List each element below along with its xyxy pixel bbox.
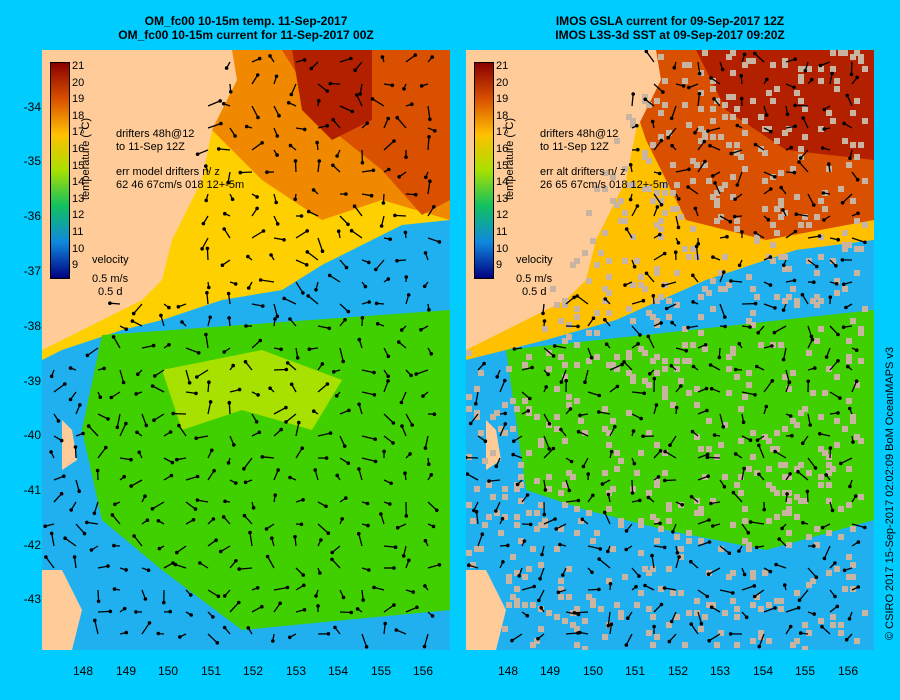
colorbar-tick: 10 — [72, 243, 85, 255]
colorbar-tick: 13 — [72, 193, 85, 205]
lon-label: 151 — [200, 664, 222, 678]
missing-data-patches — [466, 50, 868, 650]
lon-label: 148 — [72, 664, 94, 678]
model-temperature-map — [42, 50, 450, 650]
colorbar-tick: 9 — [496, 259, 503, 271]
left-title-line1: OM_fc00 10-15m temp. 11-Sep-2017 — [144, 14, 348, 28]
lon-label: 156 — [412, 664, 434, 678]
lat-label: -41 — [23, 483, 41, 497]
right-title: IMOS GSLA current for 09-Sep-2017 12Z IM… — [460, 14, 880, 42]
err-legend: err alt drifters n/ z 26 65 67cm/s 018 1… — [540, 166, 668, 192]
colorbar-tick: 18 — [496, 110, 509, 122]
velocity-time: 0.5 d — [98, 286, 123, 298]
err-line2: 62 46 67cm/s 018 12+-5m — [116, 179, 245, 191]
credit-text: © CSIRO 2017 15-Sep-2017 02:02:09 BoM Oc… — [884, 346, 896, 640]
colorbar-tick: 16 — [496, 143, 509, 155]
lon-label: 153 — [285, 664, 307, 678]
lon-label: 154 — [327, 664, 349, 678]
colorbar-tick: 15 — [496, 160, 509, 172]
lon-label: 149 — [539, 664, 561, 678]
colorbar-tick: 21 — [496, 60, 509, 72]
lon-label: 156 — [837, 664, 859, 678]
colorbar-tick: 10 — [496, 243, 509, 255]
colorbar-tick: 19 — [496, 93, 509, 105]
lat-label: -43 — [23, 592, 41, 606]
right-title-line1: IMOS GSLA current for 09-Sep-2017 12Z — [555, 14, 785, 28]
colorbar — [474, 62, 494, 279]
colorbar-tick: 9 — [72, 259, 79, 271]
colorbar-tick: 17 — [496, 126, 509, 138]
colorbar-tick: 13 — [496, 193, 509, 205]
colorbar-tick: 20 — [496, 77, 509, 89]
colorbar-tick: 16 — [72, 143, 85, 155]
lon-label: 151 — [624, 664, 646, 678]
lat-label: -35 — [23, 154, 41, 168]
drifters-line2: to 11-Sep 12Z — [540, 141, 609, 153]
colorbar-tick: 11 — [496, 226, 508, 238]
velocity-time: 0.5 d — [522, 286, 547, 298]
right-title-line2: IMOS L3S-3d SST at 09-Sep-2017 09:20Z — [555, 28, 785, 42]
colorbar-tick: 14 — [496, 176, 509, 188]
velocity-label: velocity — [516, 254, 553, 266]
satellite-sst-map — [466, 50, 874, 650]
lon-label: 155 — [794, 664, 816, 678]
colorbar — [50, 62, 70, 279]
lon-label: 152 — [242, 664, 264, 678]
colorbar-tick: 20 — [72, 77, 85, 89]
colorbar-tick: 15 — [72, 160, 85, 172]
colorbar-tick: 19 — [72, 93, 85, 105]
err-legend: err model drifters n/ z 62 46 67cm/s 018… — [116, 166, 244, 192]
colorbar-title: temperature (°C) — [504, 117, 516, 200]
lon-label: 149 — [115, 664, 137, 678]
lat-label: -39 — [23, 374, 41, 388]
lat-label: -34 — [23, 100, 41, 114]
colorbar-title: temperature (°C) — [80, 117, 92, 200]
current-vectors — [43, 53, 442, 649]
colorbar-tick: 17 — [72, 126, 85, 138]
lon-label: 155 — [370, 664, 392, 678]
lon-label: 153 — [709, 664, 731, 678]
lon-label: 150 — [157, 664, 179, 678]
lon-label: 150 — [582, 664, 604, 678]
drifters-line1: drifters 48h@12 — [116, 128, 195, 140]
lat-label: -40 — [23, 428, 41, 442]
drifters-legend: drifters 48h@12 to 11-Sep 12Z — [540, 128, 618, 154]
colorbar-tick: 11 — [72, 226, 84, 238]
colorbar-tick: 12 — [72, 209, 85, 221]
lon-label: 148 — [497, 664, 519, 678]
velocity-legend: velocity 0.5 m/s 0.5 d — [516, 254, 553, 299]
colorbar-tick: 21 — [72, 60, 85, 72]
left-map-panel: 21 20 19 18 17 16 15 14 13 12 11 10 9 te… — [42, 50, 450, 650]
colorbar-tick: 14 — [72, 176, 85, 188]
velocity-label: velocity — [92, 254, 129, 266]
lon-label: 152 — [667, 664, 689, 678]
err-line2: 26 65 67cm/s 018 12+-5m — [540, 179, 669, 191]
drifters-legend: drifters 48h@12 to 11-Sep 12Z — [116, 128, 194, 154]
err-line1: err model drifters n/ z — [116, 166, 220, 178]
current-vectors — [466, 50, 867, 649]
err-line1: err alt drifters n/ z — [540, 166, 626, 178]
left-title-line2: OM_fc00 10-15m current for 11-Sep-2017 0… — [118, 28, 374, 42]
lat-label: -37 — [23, 264, 41, 278]
lat-label: -42 — [23, 538, 41, 552]
drifters-line1: drifters 48h@12 — [540, 128, 619, 140]
colorbar-tick: 18 — [72, 110, 85, 122]
right-map-panel: 21 20 19 18 17 16 15 14 13 12 11 10 9 te… — [466, 50, 874, 650]
velocity-speed: 0.5 m/s — [92, 273, 129, 285]
velocity-legend: velocity 0.5 m/s 0.5 d — [92, 254, 129, 299]
lat-label: -36 — [23, 209, 41, 223]
lon-label: 154 — [752, 664, 774, 678]
drifters-line2: to 11-Sep 12Z — [116, 141, 185, 153]
lat-label: -38 — [23, 319, 41, 333]
colorbar-tick: 12 — [496, 209, 509, 221]
left-title: OM_fc00 10-15m temp. 11-Sep-2017 OM_fc00… — [36, 14, 456, 42]
velocity-speed: 0.5 m/s — [516, 273, 553, 285]
